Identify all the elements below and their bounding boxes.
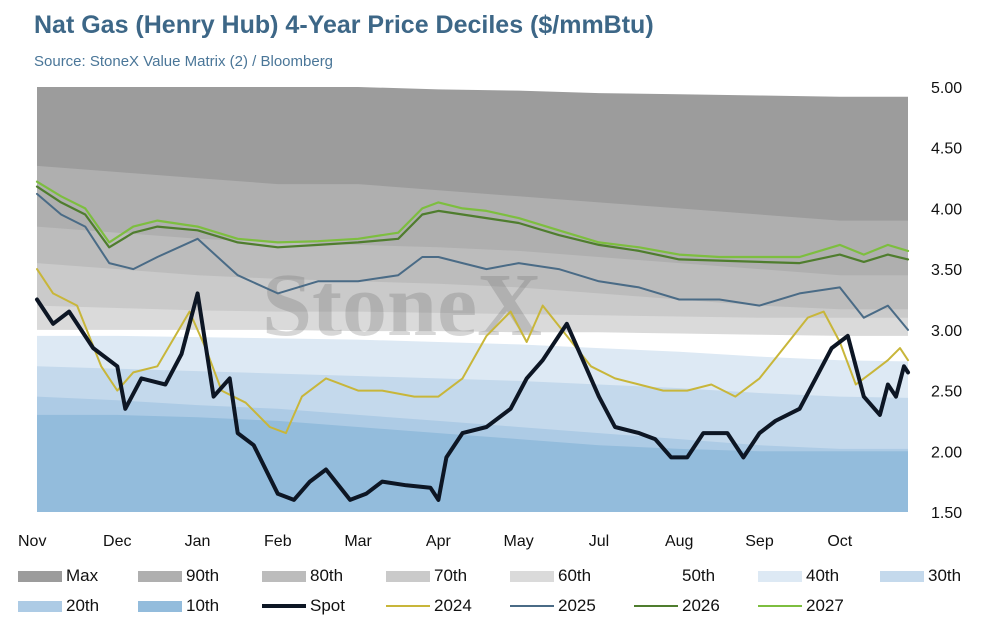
y-tick-label: 4.00	[931, 201, 962, 218]
series-line-2026	[35, 185, 910, 265]
x-axis: Nov Dec Jan Feb Mar Apr May Jul Aug Sep Oct	[18, 533, 853, 550]
y-tick-label: 5.00	[931, 80, 962, 97]
x-tick-label: May	[504, 533, 534, 550]
legend-swatch	[880, 570, 924, 582]
stonex-watermark: StoneX	[262, 256, 542, 355]
legend-label: 90th	[186, 566, 220, 585]
legend-item-spot: Spot	[262, 594, 345, 618]
legend-swatch	[758, 570, 802, 582]
y-tick-label: 3.50	[931, 262, 962, 279]
legend-label: Spot	[310, 596, 345, 615]
x-tick-label: Sep	[745, 533, 774, 550]
legend-item-80th: 80th	[262, 564, 343, 588]
legend-item-20th: 20th	[18, 594, 99, 618]
legend-item-2025: 2025	[510, 594, 596, 618]
series-line-spot	[35, 291, 910, 502]
y-tick-label: 1.50	[931, 505, 962, 522]
legend-swatch	[386, 605, 430, 607]
legend-label: 10th	[186, 596, 220, 615]
legend-swatch	[262, 570, 306, 582]
series-line-2024	[36, 268, 909, 435]
legend-item-2024: 2024	[386, 594, 472, 618]
legend-swatch	[138, 570, 182, 582]
band-10th	[37, 414, 908, 512]
y-tick-label: 4.50	[931, 141, 962, 158]
legend-label: 80th	[310, 566, 344, 585]
x-tick-label: Apr	[426, 533, 452, 550]
legend-label: 30th	[928, 566, 962, 585]
chart-subtitle: Source: StoneX Value Matrix (2) / Bloomb…	[34, 53, 334, 70]
legend-item-max: Max	[18, 564, 98, 588]
legend-label: 40th	[806, 566, 840, 585]
x-tick-label: Jan	[185, 533, 211, 550]
chart-legend: Max 90th 80th 70th 60th 50th 40th 30th 20th 10th S…	[0, 562, 987, 622]
legend-label: 2025	[558, 596, 596, 615]
legend-swatch	[510, 605, 554, 607]
legend-swatch	[634, 605, 678, 607]
legend-swatch	[634, 570, 678, 582]
y-tick-label: 2.00	[931, 444, 962, 461]
legend-label: 2024	[434, 596, 472, 615]
series-line-2025	[36, 192, 909, 331]
y-axis: 5.00 4.50 4.00 3.50 3.00 2.50 2.00 1.50	[931, 80, 962, 522]
legend-item-2027: 2027	[758, 594, 844, 618]
legend-swatch	[758, 605, 802, 607]
legend-item-2026: 2026	[634, 594, 720, 618]
legend-label: 50th	[682, 566, 716, 585]
legend-label: 2027	[806, 596, 844, 615]
legend-item-90th: 90th	[138, 564, 219, 588]
legend-swatch	[18, 600, 62, 612]
legend-item-40th: 40th	[758, 564, 839, 588]
legend-swatch	[138, 600, 182, 612]
legend-item-10th: 10th	[138, 594, 219, 618]
y-tick-label: 2.50	[931, 384, 962, 401]
legend-item-60th: 60th	[510, 564, 591, 588]
legend-swatch	[262, 604, 306, 608]
y-tick-label: 3.00	[931, 323, 962, 340]
legend-item-50th: 50th	[634, 564, 715, 588]
legend-swatch	[386, 570, 430, 582]
legend-item-70th: 70th	[386, 564, 467, 588]
legend-swatch	[510, 570, 554, 582]
legend-label: Max	[66, 566, 99, 585]
x-tick-label: Aug	[665, 533, 693, 550]
legend-label: 70th	[434, 566, 468, 585]
x-tick-label: Dec	[103, 533, 131, 550]
x-tick-label: Jul	[589, 533, 609, 550]
legend-swatch	[18, 570, 62, 582]
x-tick-label: Oct	[827, 533, 852, 550]
legend-label: 60th	[558, 566, 592, 585]
legend-item-30th: 30th	[880, 564, 961, 588]
price-lines	[35, 180, 910, 502]
x-tick-label: Mar	[344, 533, 372, 550]
x-tick-label: Feb	[264, 533, 292, 550]
legend-label: 20th	[66, 596, 100, 615]
decile-chart: StoneX 5.004.504.003.503.002.502.001.50 …	[18, 80, 962, 550]
series-line-2027	[35, 180, 910, 259]
x-tick-label: Nov	[18, 533, 46, 550]
legend-label: 2026	[682, 596, 720, 615]
chart-title: Nat Gas (Henry Hub) 4-Year Price Deciles…	[34, 11, 654, 39]
